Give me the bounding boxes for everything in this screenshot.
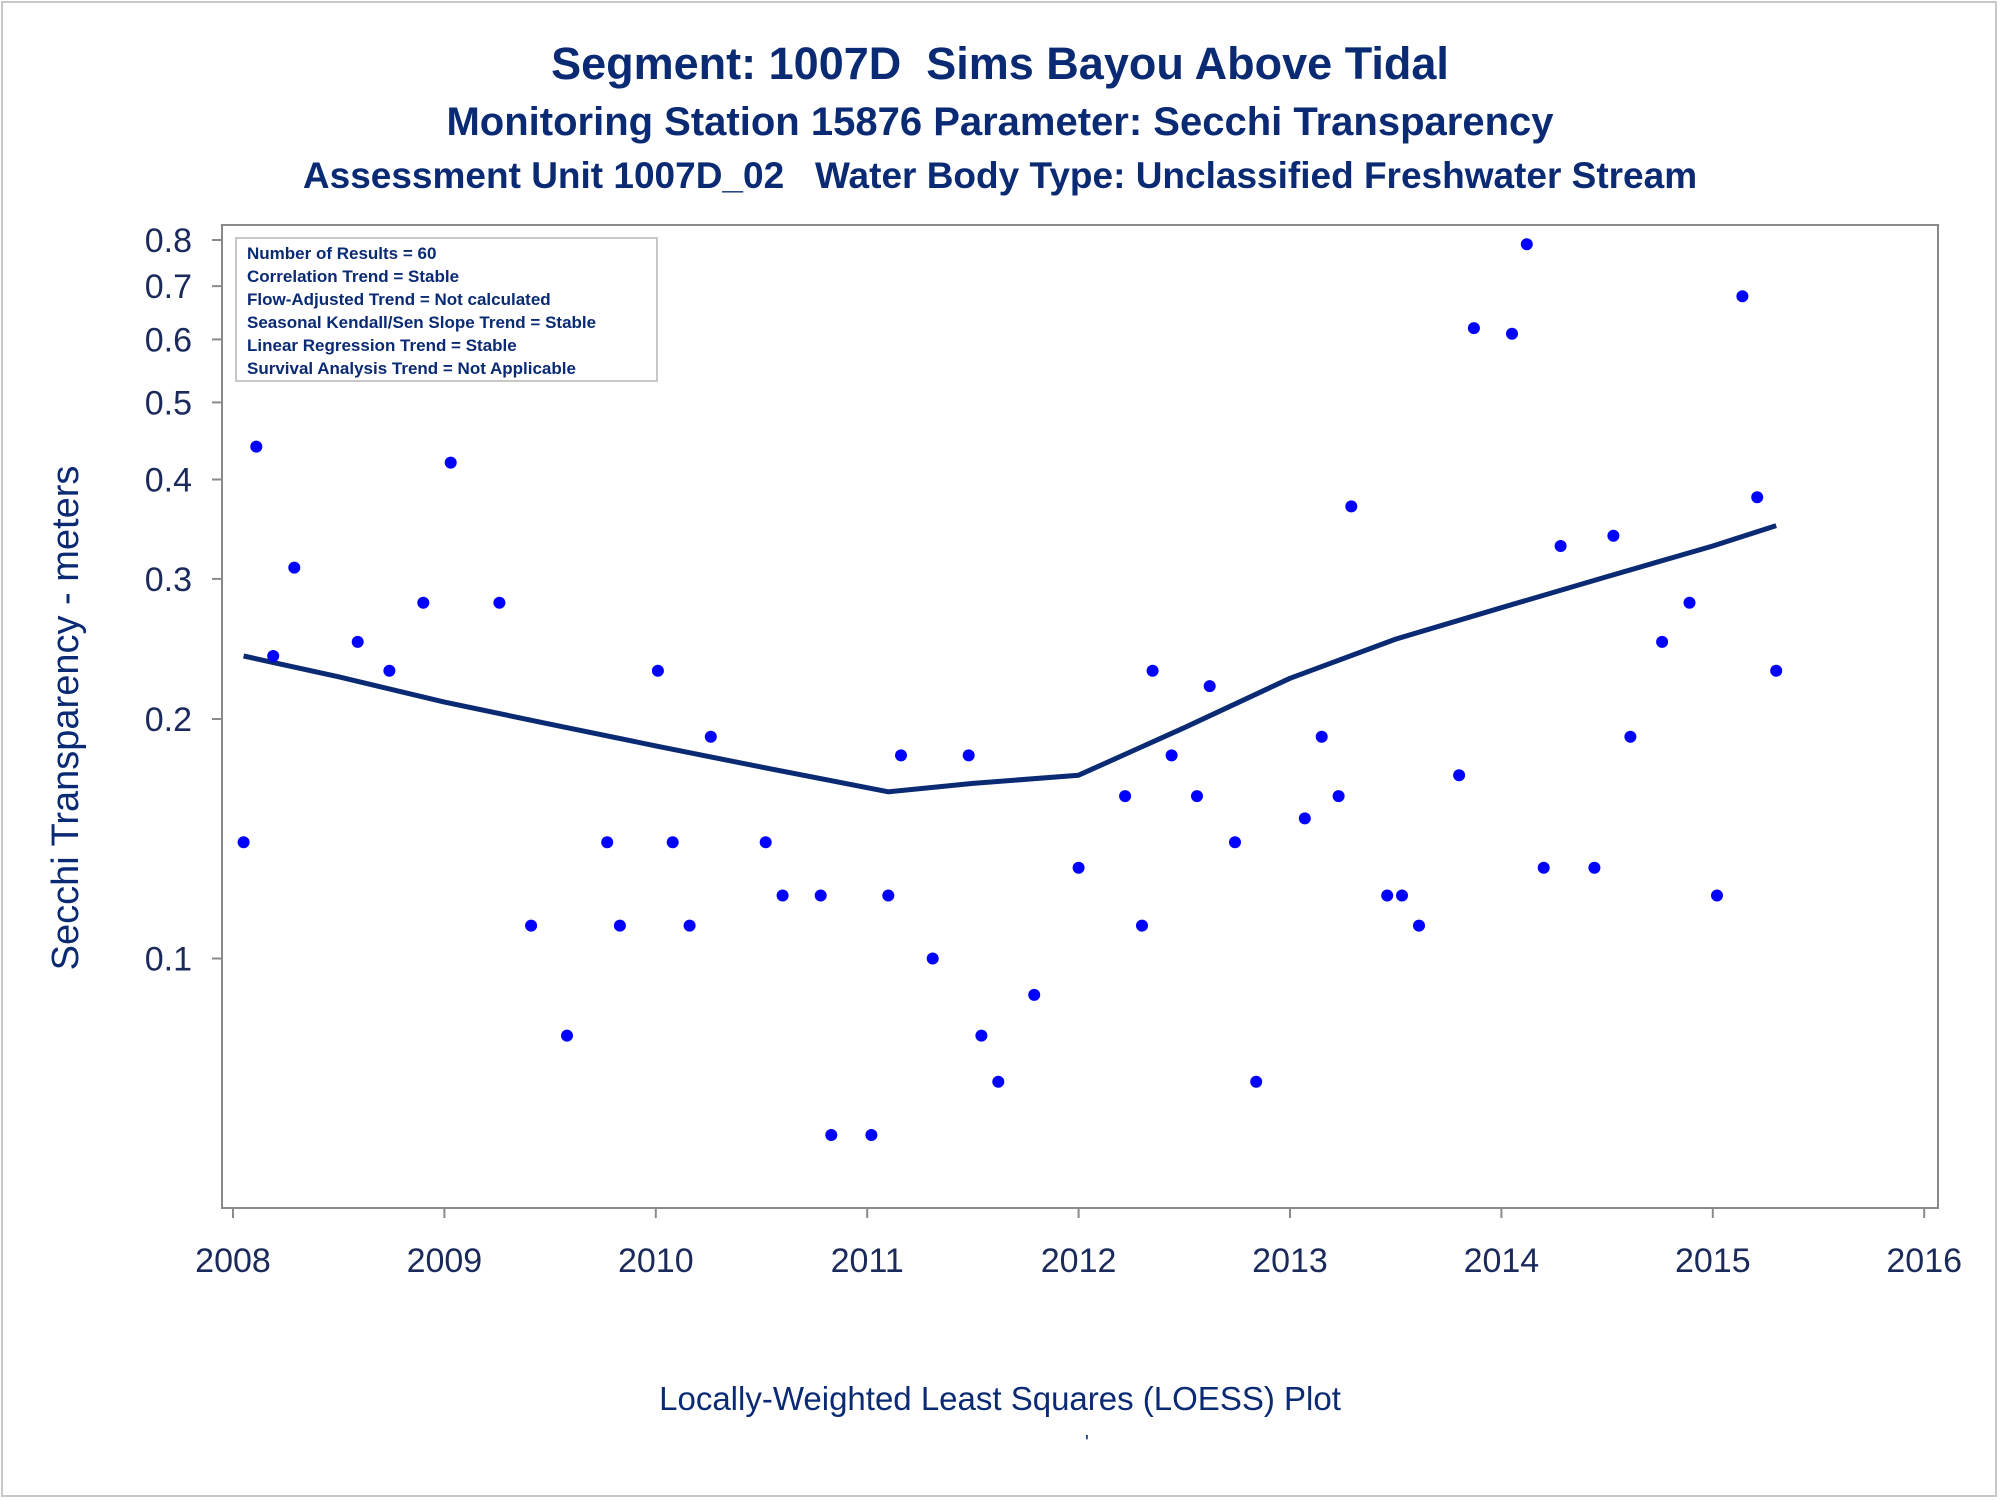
y-axis: 0.1 0.2 0.3 0.4 0.5 0.6 0.7 0.8 — [145, 222, 222, 979]
y-axis-label: Secchi Transparency - meters — [45, 466, 87, 971]
data-point — [651, 664, 664, 677]
data-point — [882, 889, 895, 902]
chart-subtitle-2: Assessment Unit 1007D_02 Water Body Type… — [302, 155, 1698, 196]
data-point — [1332, 790, 1345, 803]
data-point — [1770, 664, 1783, 677]
data-point — [601, 836, 614, 849]
data-point — [1520, 238, 1533, 251]
x-tick-label: 2015 — [1675, 1242, 1751, 1280]
data-point — [1229, 836, 1241, 849]
plot-area — [221, 224, 1939, 1209]
x-tick-label: 2010 — [618, 1242, 694, 1280]
data-point — [1607, 529, 1620, 542]
data-point — [1624, 730, 1637, 743]
data-point — [1453, 769, 1466, 782]
data-point — [666, 836, 679, 849]
data-point — [926, 952, 939, 965]
data-point — [814, 889, 827, 902]
data-point — [1146, 664, 1159, 677]
chart-footnote: Locally-Weighted Least Squares (LOESS) P… — [659, 1380, 1341, 1417]
info-box-line: Number of Results = 60 — [247, 244, 436, 263]
x-tick-label: 2009 — [407, 1242, 483, 1280]
data-point — [237, 836, 250, 849]
y-tick-label: 0.6 — [145, 321, 192, 359]
y-tick-label: 0.8 — [145, 222, 192, 260]
info-box-line: Linear Regression Trend = Stable — [247, 336, 517, 355]
x-tick-label: 2008 — [195, 1242, 271, 1280]
data-point — [1656, 635, 1669, 648]
data-point — [493, 596, 506, 609]
data-point — [1072, 861, 1085, 874]
data-point — [1165, 749, 1178, 762]
data-point — [1711, 889, 1723, 902]
data-point — [1315, 730, 1328, 743]
data-point — [704, 730, 717, 743]
data-point — [975, 1029, 988, 1042]
data-point — [250, 440, 263, 453]
info-box: Number of Results = 60 Correlation Trend … — [235, 237, 658, 382]
x-tick-label: 2011 — [831, 1242, 904, 1280]
data-point — [561, 1029, 573, 1042]
data-point — [895, 749, 907, 762]
data-points — [237, 238, 1783, 1141]
data-point — [1506, 327, 1518, 340]
chart-title: Segment: 1007D Sims Bayou Above Tidal — [551, 38, 1449, 89]
data-point — [1028, 988, 1041, 1001]
y-tick-label: 0.4 — [145, 462, 192, 500]
data-point — [1136, 919, 1148, 932]
info-box-line: Survival Analysis Trend = Not Applicable — [247, 359, 576, 378]
loess-line — [243, 523, 1777, 795]
data-point — [613, 919, 626, 932]
data-point — [1537, 861, 1550, 874]
data-point — [1381, 889, 1394, 902]
data-point — [525, 919, 538, 932]
data-point — [1250, 1075, 1263, 1088]
data-point — [1413, 919, 1425, 932]
data-point — [865, 1129, 878, 1141]
data-point — [267, 650, 280, 662]
data-point — [1683, 596, 1696, 609]
info-box-line: Seasonal Kendall/Sen Slope Trend = Stabl… — [247, 313, 596, 332]
y-tick-label: 0.7 — [145, 268, 192, 306]
data-point — [776, 889, 789, 902]
x-axis: 2008 2009 2010 2011 2012 2013 2014 2015 2016 — [195, 1208, 1962, 1280]
data-point — [825, 1129, 838, 1141]
data-point — [1298, 812, 1311, 825]
data-point — [383, 664, 396, 677]
data-point — [1751, 491, 1764, 504]
data-point — [417, 596, 430, 609]
data-point — [1345, 500, 1358, 513]
x-tick-label: 2016 — [1886, 1242, 1962, 1280]
info-box-line: Flow-Adjusted Trend = Not calculated — [247, 290, 551, 309]
x-tick-label: 2013 — [1252, 1242, 1328, 1280]
data-point — [1736, 290, 1749, 303]
data-point — [1119, 790, 1132, 803]
y-tick-label: 0.5 — [145, 384, 192, 422]
y-tick-label: 0.3 — [145, 561, 192, 599]
data-point — [1191, 790, 1203, 803]
y-tick-label: 0.1 — [145, 941, 192, 979]
data-point — [1554, 540, 1567, 552]
info-box-line: Correlation Trend = Stable — [247, 267, 459, 286]
data-point — [759, 836, 772, 849]
x-tick-label: 2012 — [1041, 1242, 1117, 1280]
chart-subtitle: Monitoring Station 15876 Parameter: Secc… — [446, 100, 1554, 144]
data-point — [962, 749, 975, 762]
data-point — [992, 1075, 1005, 1088]
y-tick-label: 0.2 — [145, 701, 192, 739]
data-point — [1467, 322, 1480, 335]
data-point — [351, 635, 364, 648]
data-point — [444, 456, 457, 469]
footnote-mark: ' — [1085, 1432, 1089, 1454]
x-tick-label: 2014 — [1464, 1242, 1540, 1280]
data-point — [1203, 680, 1216, 693]
info-box-border — [235, 237, 658, 382]
data-point — [1588, 861, 1601, 874]
data-point — [288, 561, 301, 574]
data-point — [1396, 889, 1408, 902]
data-point — [683, 919, 696, 932]
